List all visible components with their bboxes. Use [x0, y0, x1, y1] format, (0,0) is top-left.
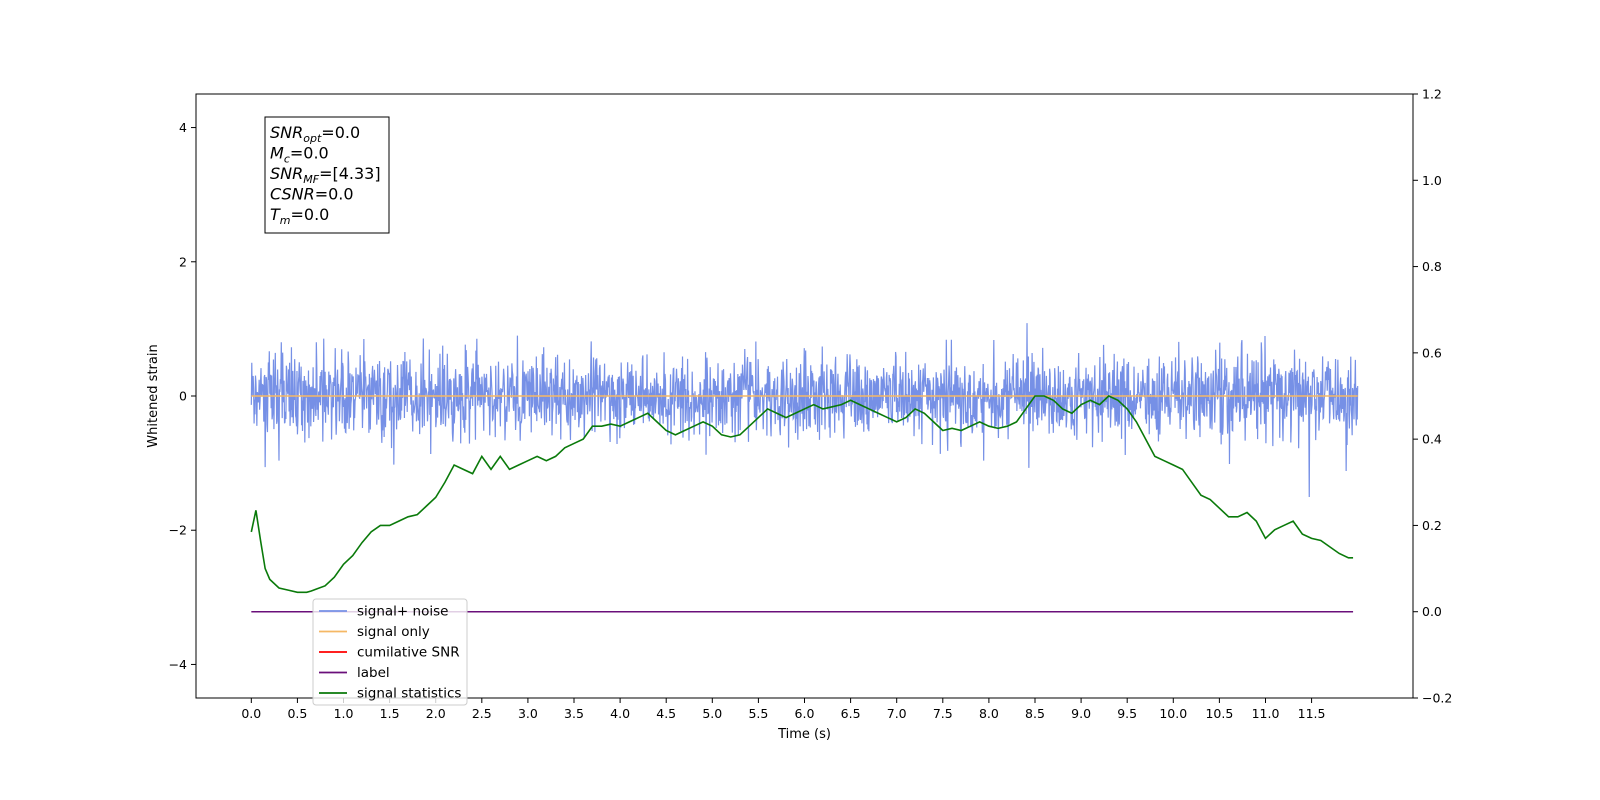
- y2-tick-label: 0.6: [1422, 345, 1442, 360]
- x-axis-ticks: 0.0 0.5 1.0 1.5 2.0 2.5 3.0 3.5 4.0 4.5 5.0 5.5 6.0 6…: [241, 698, 1326, 721]
- x-tick-label: 10.0: [1159, 706, 1187, 721]
- y-tick-label: −2: [169, 523, 187, 538]
- x-tick-label: 7.5: [933, 706, 953, 721]
- legend-frame: [312, 598, 468, 706]
- x-tick-label: 6.5: [841, 706, 861, 721]
- legend-item: signal+ noise: [319, 604, 448, 620]
- annotation-line: SNRopt=0.0: [270, 123, 360, 145]
- y-tick-label: −4: [169, 657, 187, 672]
- y2-axis-ticks: −0.2 0.0 0.2 0.4 0.6 0.8 1.0 1.2: [1413, 87, 1452, 706]
- x-tick-label: 2.0: [426, 706, 446, 721]
- x-tick-label: 5.0: [702, 706, 722, 721]
- x-tick-label: 0.0: [241, 706, 261, 721]
- x-tick-label: 4.0: [610, 706, 630, 721]
- y2-tick-label: −0.2: [1422, 691, 1452, 706]
- x-tick-label: 8.0: [979, 706, 999, 721]
- x-tick-label: 1.0: [334, 706, 354, 721]
- legend-label: signal statistics: [357, 686, 461, 702]
- legend-label: signal+ noise: [357, 604, 448, 620]
- y2-tick-label: 1.0: [1422, 173, 1442, 188]
- x-tick-label: 10.5: [1205, 706, 1233, 721]
- annotation-line: Tm=0.0: [270, 205, 329, 227]
- legend-item: signal only: [319, 624, 430, 640]
- y2-tick-label: 0.2: [1422, 518, 1442, 533]
- legend-item: label: [319, 665, 390, 681]
- noise-series-layer: [250, 323, 1359, 497]
- x-axis-label: Time (s): [777, 727, 831, 742]
- legend-item: cumilative SNR: [319, 645, 460, 661]
- x-tick-label: 11.0: [1252, 706, 1280, 721]
- x-tick-label: 3.5: [564, 706, 584, 721]
- x-tick-label: 1.5: [380, 706, 400, 721]
- annotation-line: SNRMF=[4.33]: [270, 164, 381, 186]
- annotation-line: Mc=0.0: [270, 144, 329, 166]
- x-tick-label: 2.5: [472, 706, 492, 721]
- y-tick-label: 2: [179, 254, 187, 269]
- x-tick-label: 4.5: [656, 706, 676, 721]
- annotation-box: SNRopt=0.0Mc=0.0SNRMF=[4.33]CSNR=0.0Tm=0…: [264, 116, 390, 234]
- y2-tick-label: 0.4: [1422, 432, 1442, 447]
- annotation-line: CSNR=0.0: [270, 185, 354, 204]
- y-tick-label: 4: [179, 120, 187, 135]
- y2-tick-label: 0.8: [1422, 259, 1442, 274]
- legend-label: cumilative SNR: [357, 645, 460, 661]
- legend: signal+ noise signal only cumilative SNR la…: [312, 598, 468, 706]
- x-tick-label: 8.5: [1025, 706, 1045, 721]
- y-axis-ticks: −4 −2 0 2 4: [169, 120, 196, 672]
- y-axis-label: Whitened strain: [146, 344, 161, 447]
- x-tick-label: 11.5: [1298, 706, 1326, 721]
- y2-tick-label: 0.0: [1422, 604, 1442, 619]
- series-signal-statistics: [250, 395, 1354, 594]
- y2-tick-label: 1.2: [1422, 87, 1442, 102]
- y-tick-label: 0: [179, 389, 187, 404]
- legend-item: signal statistics: [319, 686, 461, 702]
- annotation-frame: [264, 116, 390, 234]
- legend-label: signal only: [357, 624, 430, 640]
- x-tick-label: 6.0: [795, 706, 815, 721]
- legend-label: label: [357, 665, 390, 681]
- x-tick-label: 9.5: [1117, 706, 1137, 721]
- x-tick-label: 7.0: [887, 706, 907, 721]
- series-signal-plus-noise: [250, 323, 1359, 497]
- line-series-layer: [250, 395, 1358, 613]
- x-tick-label: 9.0: [1071, 706, 1091, 721]
- x-tick-label: 0.5: [287, 706, 307, 721]
- x-tick-label: 3.0: [518, 706, 538, 721]
- x-tick-label: 5.5: [748, 706, 768, 721]
